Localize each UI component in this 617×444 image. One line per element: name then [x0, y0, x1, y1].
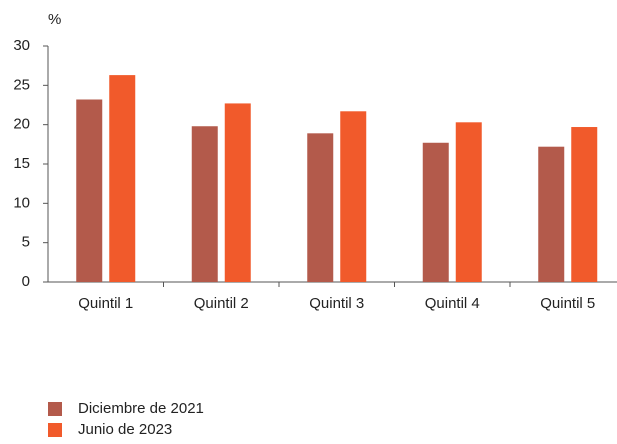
y-tick-label: 15 [13, 155, 30, 172]
y-tick-label: 0 [22, 273, 30, 290]
bar [76, 99, 103, 282]
y-axis-label: % [48, 11, 61, 28]
y-tick-label: 10 [13, 194, 30, 211]
bar [422, 142, 449, 282]
x-tick-label: Quintil 1 [78, 295, 133, 312]
bar [455, 122, 482, 282]
x-tick-label: Quintil 5 [540, 295, 595, 312]
y-tick-label: 5 [22, 234, 30, 251]
bar [191, 126, 218, 283]
y-tick-label: 30 [13, 37, 30, 54]
bar [340, 111, 367, 282]
bar [109, 75, 136, 283]
x-tick-label: Quintil 2 [194, 295, 249, 312]
bar [538, 146, 565, 282]
bar [571, 127, 598, 282]
x-tick-label: Quintil 4 [425, 295, 480, 312]
y-tick-label: 25 [13, 76, 30, 93]
legend-swatch [48, 402, 62, 416]
legend-label: Diciembre de 2021 [78, 400, 204, 417]
x-tick-label: Quintil 3 [309, 295, 364, 312]
y-tick-label: 20 [13, 116, 30, 133]
legend-swatch [48, 423, 62, 437]
bar [224, 103, 251, 282]
bar [307, 133, 334, 282]
legend-label: Junio de 2023 [78, 421, 172, 438]
